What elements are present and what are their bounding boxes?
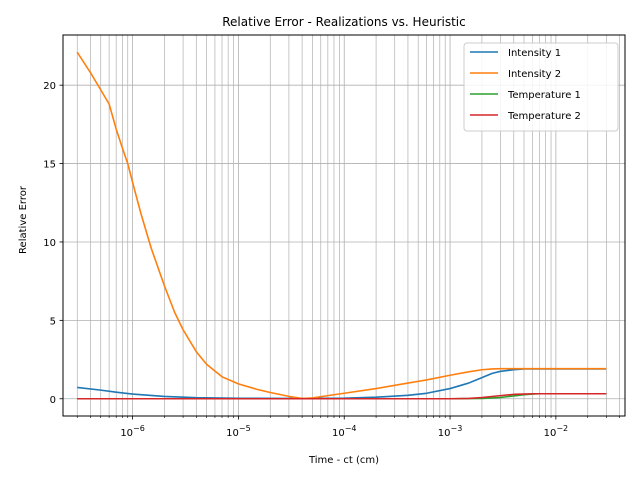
- chart-title: Relative Error - Realizations vs. Heuris…: [222, 15, 465, 29]
- legend-label-1: Intensity 1: [508, 48, 561, 59]
- series-layer: [76, 51, 607, 400]
- legend-label-2: Intensity 2: [508, 69, 561, 80]
- y-tick-label: 5: [50, 316, 56, 327]
- x-tick-label: 10−6: [120, 424, 145, 439]
- y-tick-label: 10: [43, 238, 56, 249]
- legend-label-3: Temperature 1: [507, 90, 581, 101]
- legend-label-4: Temperature 2: [507, 111, 581, 122]
- series-line-2: [76, 51, 607, 400]
- legend-items: Intensity 1 Intensity 2 Temperature 1 Tempe…: [470, 48, 581, 122]
- legend: Intensity 1 Intensity 2 Temperature 1 Tempe…: [463, 42, 619, 132]
- y-tick-label: 0: [50, 395, 56, 406]
- legend-box: [463, 42, 619, 132]
- x-axis-title: Time - ct (cm): [308, 455, 379, 466]
- series-line-4: [77, 392, 607, 400]
- y-tick-label: 20: [43, 81, 56, 92]
- x-tick-label: 10−2: [544, 424, 569, 439]
- x-tick-label: 10−4: [332, 424, 357, 439]
- tick-layer: 10−6 10−5 10−4 10−3 10−2 0 5 10 15 20: [43, 81, 620, 439]
- y-axis-title: Relative Error: [18, 185, 29, 254]
- y-tick-label: 15: [43, 160, 56, 171]
- x-tick-label: 10−5: [226, 424, 251, 439]
- x-tick-label: 10−3: [438, 424, 463, 439]
